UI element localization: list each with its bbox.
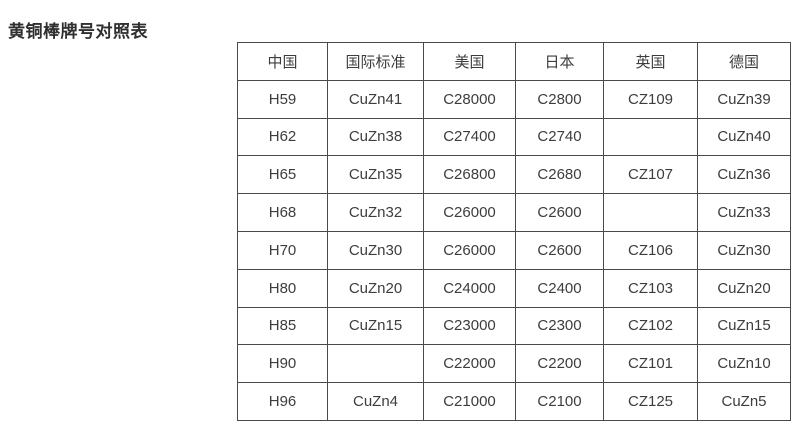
table-row: H80 CuZn20 C24000 C2400 CZ103 CuZn20 xyxy=(237,268,791,308)
table-cell: CuZn10 xyxy=(697,344,791,384)
table-cell: C22000 xyxy=(423,344,516,384)
table-cell: H62 xyxy=(237,117,328,157)
table-cell: CZ101 xyxy=(603,344,698,384)
table-cell: C2400 xyxy=(515,268,604,308)
table-row: H68 CuZn32 C26000 C2600 CuZn33 xyxy=(237,193,791,232)
table-cell: C2740 xyxy=(515,117,604,157)
table-cell: C2200 xyxy=(515,344,604,384)
table-cell: C2300 xyxy=(515,306,604,346)
table-cell: C24000 xyxy=(423,268,516,308)
table-cell xyxy=(603,193,698,232)
table-cell xyxy=(327,344,424,384)
table-cell: C2600 xyxy=(515,230,604,270)
table-cell: H70 xyxy=(237,230,328,270)
table-cell: CZ109 xyxy=(603,79,698,119)
column-header: 中国 xyxy=(237,42,328,81)
table-cell: CuZn30 xyxy=(697,230,791,270)
table-cell: C26000 xyxy=(423,193,516,232)
table-cell: CuZn33 xyxy=(697,193,791,232)
table-cell: CuZn4 xyxy=(327,382,424,421)
table-cell: CZ103 xyxy=(603,268,698,308)
table-cell: C28000 xyxy=(423,79,516,119)
column-header: 英国 xyxy=(603,42,698,81)
table-cell: CZ125 xyxy=(603,382,698,421)
table-cell: C26800 xyxy=(423,155,516,195)
table-cell: C2800 xyxy=(515,79,604,119)
table-row: H90 C22000 C2200 CZ101 CuZn10 xyxy=(237,344,791,384)
table-header-row: 中国 国际标准 美国 日本 英国 德国 xyxy=(237,42,791,81)
table-cell: H96 xyxy=(237,382,328,421)
table-cell: CuZn32 xyxy=(327,193,424,232)
table-cell: C23000 xyxy=(423,306,516,346)
table-body: H59 CuZn41 C28000 C2800 CZ109 CuZn39 H62 CuZn38… xyxy=(237,79,791,421)
table-cell: CZ107 xyxy=(603,155,698,195)
table-cell: CZ106 xyxy=(603,230,698,270)
table-cell: CuZn35 xyxy=(327,155,424,195)
table-cell: C2680 xyxy=(515,155,604,195)
column-header: 美国 xyxy=(423,42,516,81)
table-row: 中国 国际标准 美国 日本 英国 德国 xyxy=(237,42,791,81)
table-cell: CuZn36 xyxy=(697,155,791,195)
table-cell xyxy=(603,117,698,157)
table-cell: H90 xyxy=(237,344,328,384)
table-cell: CuZn30 xyxy=(327,230,424,270)
table-cell: H85 xyxy=(237,306,328,346)
table-row: H59 CuZn41 C28000 C2800 CZ109 CuZn39 xyxy=(237,79,791,119)
table-cell: C21000 xyxy=(423,382,516,421)
table-row: H96 CuZn4 C21000 C2100 CZ125 CuZn5 xyxy=(237,382,791,421)
table-cell: C2600 xyxy=(515,193,604,232)
table-cell: CuZn38 xyxy=(327,117,424,157)
table-cell: H80 xyxy=(237,268,328,308)
table-cell: C26000 xyxy=(423,230,516,270)
table-cell: CuZn41 xyxy=(327,79,424,119)
table-cell: CuZn15 xyxy=(327,306,424,346)
column-header: 德国 xyxy=(697,42,791,81)
table-row: H65 CuZn35 C26800 C2680 CZ107 CuZn36 xyxy=(237,155,791,195)
table-cell: CuZn40 xyxy=(697,117,791,157)
table-cell: CZ102 xyxy=(603,306,698,346)
table-cell: CuZn5 xyxy=(697,382,791,421)
table-cell: CuZn15 xyxy=(697,306,791,346)
table-row: H85 CuZn15 C23000 C2300 CZ102 CuZn15 xyxy=(237,306,791,346)
column-header: 国际标准 xyxy=(327,42,424,81)
column-header: 日本 xyxy=(515,42,604,81)
page-title: 黄铜棒牌号对照表 xyxy=(8,22,148,42)
table-cell: H59 xyxy=(237,79,328,119)
table-cell: CuZn20 xyxy=(327,268,424,308)
table-row: H62 CuZn38 C27400 C2740 CuZn40 xyxy=(237,117,791,157)
brass-grade-comparison-table: 中国 国际标准 美国 日本 英国 德国 H59 CuZn41 C28000 C2800 CZ109… xyxy=(237,42,791,421)
table-cell: C2100 xyxy=(515,382,604,421)
table-row: H70 CuZn30 C26000 C2600 CZ106 CuZn30 xyxy=(237,230,791,270)
table-cell: H68 xyxy=(237,193,328,232)
table-cell: C27400 xyxy=(423,117,516,157)
table-cell: CuZn20 xyxy=(697,268,791,308)
table-cell: H65 xyxy=(237,155,328,195)
table-cell: CuZn39 xyxy=(697,79,791,119)
